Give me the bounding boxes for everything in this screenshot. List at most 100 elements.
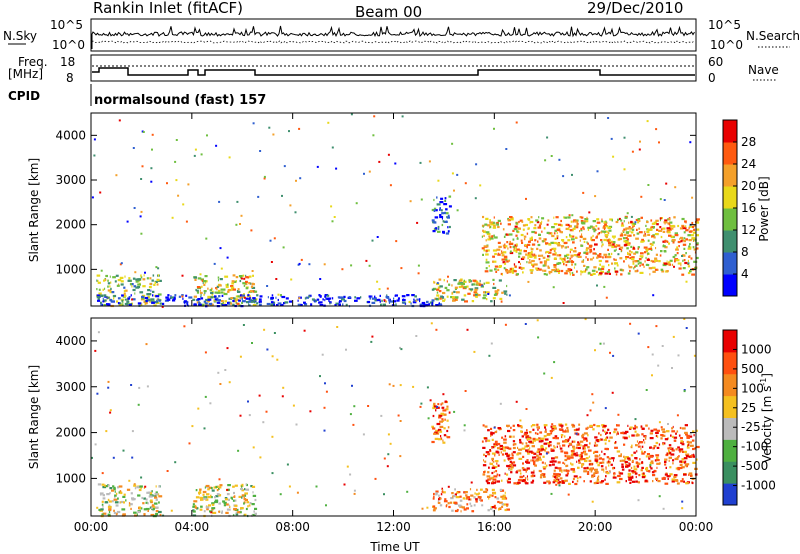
data-cell-region-1 [222,500,226,503]
data-cell-region-1 [201,279,204,283]
data-cell-region-4 [446,435,448,438]
data-cell-scatter [464,182,467,185]
data-cell-region-3 [595,481,599,484]
data-cell-region-3 [545,251,547,254]
data-cell-region-3 [676,430,679,433]
data-cell-region-3 [683,247,686,250]
data-cell-region-3 [588,459,592,462]
data-cell-region-3 [635,457,638,460]
data-cell-region-3 [506,260,509,263]
colorbar-tick-label: -500 [741,459,768,473]
data-cell-region-3 [566,426,569,430]
data-cell-region-5 [270,301,274,304]
data-cell-region-5 [438,302,440,305]
data-cell-region-3 [544,426,546,429]
data-cell-region-3 [616,264,619,267]
data-cell-region-3 [665,430,670,433]
data-cell-region-5 [246,301,249,304]
data-cell-region-3 [520,233,524,237]
data-cell-region-3 [643,451,646,454]
data-cell-region-3 [627,234,629,237]
data-cell-region-2 [450,497,454,500]
data-cell-region-3 [644,251,647,254]
data-cell-scatter [298,127,301,130]
data-cell-region-3 [574,454,579,457]
data-cell-region-3 [524,244,527,247]
data-cell-scatter [592,401,595,404]
freq-tick-high: 18 [60,55,75,69]
data-cell-region-3 [556,229,561,232]
data-cell-scatter [650,259,653,262]
data-cell-scatter [546,223,549,226]
data-cell-region-3 [497,464,500,467]
data-cell-region-2 [435,490,439,493]
data-cell-region-3 [603,470,605,473]
data-cell-region-3 [586,220,589,223]
data-cell-scatter [323,429,326,432]
data-cell-region-3 [519,438,522,442]
data-cell-region-3 [594,243,598,246]
data-cell-region-3 [669,228,672,231]
data-cell-region-3 [548,272,551,275]
data-cell-region-5 [232,303,235,306]
data-cell-region-3 [634,430,637,433]
data-cell-region-3 [498,474,501,477]
data-cell-region-3 [522,468,526,471]
data-cell-region-3 [620,273,623,276]
data-cell-region-3 [668,456,672,459]
data-cell-scatter [323,406,326,409]
data-cell-region-3 [559,257,562,260]
data-cell-region-1 [235,511,238,514]
data-cell-region-3 [556,442,561,445]
data-cell-region-3 [656,228,659,231]
data-cell-region-3 [681,217,685,221]
data-cell-region-3 [592,220,596,223]
data-cell-region-2 [435,493,438,496]
data-cell-region-0 [108,508,112,511]
data-cell-region-2 [496,497,500,500]
data-cell-region-3 [581,463,584,466]
data-cell-region-4 [435,429,439,432]
data-cell-region-5 [103,299,106,302]
data-cell-region-5 [233,297,236,300]
data-cell-region-0 [147,509,149,512]
data-cell-region-3 [568,226,570,230]
data-cell-region-3 [554,456,556,459]
data-cell-region-2 [451,509,454,512]
data-cell-region-1 [219,278,223,281]
data-cell-region-3 [508,435,513,438]
data-cell-region-2 [457,491,461,494]
data-cell-region-3 [484,270,489,273]
data-cell-region-3 [538,224,542,227]
data-cell-scatter [362,433,365,436]
data-cell-scatter [292,404,295,407]
data-cell-region-0 [106,493,110,496]
data-cell-region-3 [533,263,538,266]
data-cell-scatter [397,414,400,417]
data-cell-scatter [427,417,430,420]
data-cell-region-0 [143,508,147,511]
data-cell-region-5 [200,294,202,297]
data-cell-region-3 [536,221,540,224]
data-cell-region-4 [437,431,439,434]
data-cell-region-3 [522,455,525,458]
data-cell-scatter [122,449,125,452]
data-cell-region-3 [533,469,535,472]
colorbar-segment [723,439,737,462]
data-cell-region-3 [584,218,589,221]
data-cell-scatter [131,456,134,459]
data-cell-region-0 [98,292,102,295]
data-cell-region-3 [509,435,511,438]
data-cell-region-1 [231,282,235,285]
data-cell-scatter [609,351,611,354]
velocity-y-axis-label: Slant Range [km] [27,365,41,469]
data-cell-region-3 [494,442,497,445]
data-cell-region-3 [638,231,643,234]
data-cell-region-0 [113,509,115,512]
data-cell-region-3 [695,242,699,245]
data-cell-region-5 [342,303,344,306]
data-cell-region-3 [552,463,555,466]
data-cell-region-3 [489,462,494,465]
data-cell-region-3 [483,459,484,462]
data-cell-region-1 [211,489,215,492]
